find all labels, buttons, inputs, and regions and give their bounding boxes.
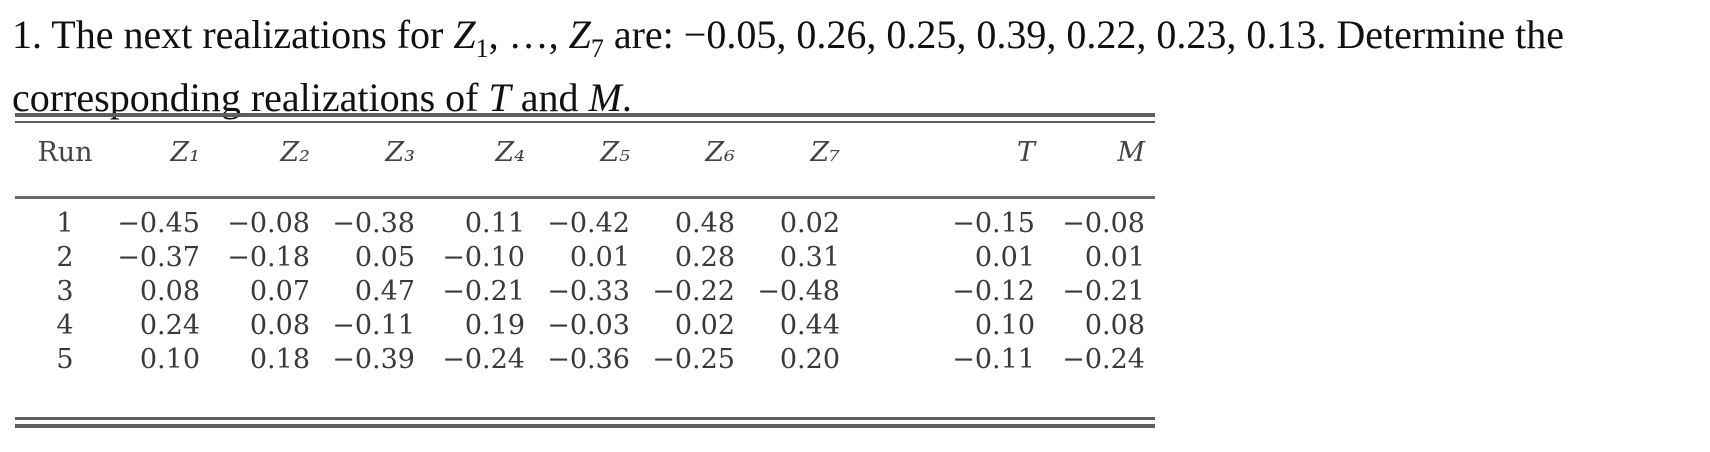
var-m: M	[588, 75, 622, 120]
problem-and: and	[510, 75, 589, 120]
cell-run: 3	[56, 276, 74, 307]
cell-z5: −0.42	[547, 208, 630, 239]
table-header-row: Run Z₁ Z₂ Z₃ Z₄ Z₅ Z₆ Z₇ T M	[0, 135, 1160, 171]
header-m: M	[1117, 137, 1145, 168]
header-run: Run	[37, 137, 93, 168]
table-bottom-rule-inner	[15, 424, 1155, 428]
table-row: 2 −0.37 −0.18 0.05 −0.10 0.01 0.28 0.31 0.01 0.01	[0, 240, 1160, 276]
cell-z1: 0.24	[139, 310, 200, 341]
cell-z7: −0.48	[757, 276, 840, 307]
cell-z2: −0.18	[227, 242, 310, 273]
cell-t: −0.12	[952, 276, 1035, 307]
table-row: 5 0.10 0.18 −0.39 −0.24 −0.36 −0.25 0.20 −0.11 −0…	[0, 342, 1160, 378]
header-z2: Z₂	[280, 137, 310, 168]
cell-z5: −0.36	[547, 344, 630, 375]
cell-run: 4	[56, 310, 74, 341]
cell-z7: 0.02	[779, 208, 840, 239]
cell-z5: −0.33	[547, 276, 630, 307]
cell-z6: −0.22	[652, 276, 735, 307]
table-bottom-rule	[15, 417, 1155, 420]
cell-z4: 0.19	[464, 310, 525, 341]
cell-z3: −0.11	[332, 310, 415, 341]
cell-z1: 0.10	[139, 344, 200, 375]
table-top-rule	[15, 113, 1155, 117]
cell-z5: 0.01	[569, 242, 630, 273]
cell-z2: 0.07	[249, 276, 310, 307]
header-z4: Z₄	[495, 137, 525, 168]
cell-z7: 0.20	[779, 344, 840, 375]
header-z5: Z₅	[600, 137, 630, 168]
cell-z5: −0.03	[547, 310, 630, 341]
cell-m: 0.01	[1084, 242, 1145, 273]
cell-t: 0.10	[974, 310, 1035, 341]
header-z6: Z₆	[705, 137, 735, 168]
problem-values: are: −0.05, 0.26, 0.25, 0.39, 0.22, 0.23…	[12, 12, 1565, 120]
cell-m: −0.21	[1062, 276, 1145, 307]
cell-z6: 0.48	[674, 208, 735, 239]
table-row: 1 −0.45 −0.08 −0.38 0.11 −0.42 0.48 0.02 −0.15 −0…	[0, 206, 1160, 242]
header-z1: Z₁	[170, 137, 200, 168]
cell-m: −0.24	[1062, 344, 1145, 375]
cell-z3: 0.05	[354, 242, 415, 273]
cell-m: −0.08	[1062, 208, 1145, 239]
cell-z6: 0.28	[674, 242, 735, 273]
problem-statement: 1. The next realizations for Z1, …, Z7 a…	[12, 10, 1692, 122]
table-header-rule	[15, 196, 1155, 199]
cell-z3: −0.39	[332, 344, 415, 375]
cell-z3: −0.38	[332, 208, 415, 239]
cell-run: 2	[56, 242, 74, 273]
cell-z7: 0.44	[779, 310, 840, 341]
cell-run: 5	[56, 344, 74, 375]
header-t: T	[1016, 137, 1035, 168]
cell-z1: 0.08	[139, 276, 200, 307]
table-row: 3 0.08 0.07 0.47 −0.21 −0.33 −0.22 −0.48 −0.12 −0…	[0, 274, 1160, 310]
table-row: 4 0.24 0.08 −0.11 0.19 −0.03 0.02 0.44 0.10 0.08	[0, 308, 1160, 344]
cell-m: 0.08	[1084, 310, 1145, 341]
cell-z1: −0.37	[117, 242, 200, 273]
problem-suffix: .	[621, 75, 632, 120]
var-z-start: Z	[453, 12, 476, 57]
problem-prefix: 1. The next realizations for	[12, 12, 454, 57]
cell-z7: 0.31	[779, 242, 840, 273]
header-z7: Z₇	[810, 137, 840, 168]
cell-z4: 0.11	[464, 208, 525, 239]
cell-t: 0.01	[974, 242, 1035, 273]
cell-t: −0.11	[952, 344, 1035, 375]
var-z-end: Z	[568, 12, 591, 57]
cell-z6: −0.25	[652, 344, 735, 375]
cell-z2: −0.08	[227, 208, 310, 239]
cell-z2: 0.08	[249, 310, 310, 341]
cell-t: −0.15	[952, 208, 1035, 239]
sub-start: 1	[475, 34, 489, 63]
var-t: T	[488, 75, 511, 120]
cell-run: 1	[56, 208, 74, 239]
problem-mid: , …,	[488, 12, 569, 57]
cell-z3: 0.47	[354, 276, 415, 307]
cell-z4: −0.21	[442, 276, 525, 307]
cell-z1: −0.45	[117, 208, 200, 239]
cell-z6: 0.02	[674, 310, 735, 341]
cell-z4: −0.10	[442, 242, 525, 273]
header-z3: Z₃	[385, 137, 415, 168]
cell-z2: 0.18	[249, 344, 310, 375]
cell-z4: −0.24	[442, 344, 525, 375]
sub-end: 7	[590, 34, 604, 63]
table-top-rule-inner	[15, 121, 1155, 123]
